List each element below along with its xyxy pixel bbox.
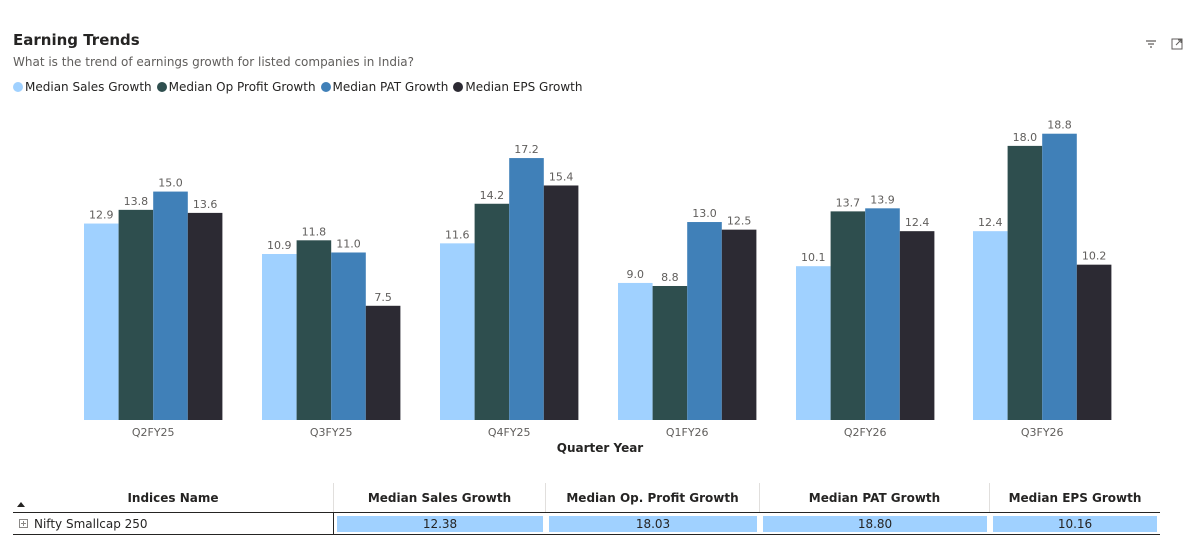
bar[interactable] — [84, 223, 119, 420]
table-header-row: Indices Name Median Sales Growth Median … — [13, 483, 1160, 513]
pat-growth-cell: 18.80 — [760, 513, 990, 534]
bar[interactable] — [973, 231, 1008, 420]
x-tick-label: Q3FY25 — [310, 426, 353, 439]
chart-subtitle: What is the trend of earnings growth for… — [13, 55, 414, 69]
op-profit-growth-cell: 18.03 — [546, 513, 760, 534]
data-label: 13.9 — [870, 193, 895, 206]
column-header-pat-growth[interactable]: Median PAT Growth — [760, 483, 990, 512]
bar[interactable] — [509, 158, 544, 421]
x-tick-label: Q3FY26 — [1021, 426, 1064, 439]
column-header-op-profit-growth[interactable]: Median Op. Profit Growth — [546, 483, 760, 512]
table-row: Nifty Smallcap 250 12.38 18.03 18.80 10.… — [13, 513, 1160, 535]
chart-legend: Median Sales Growth Median Op Profit Grow… — [13, 80, 588, 94]
data-label: 13.8 — [124, 195, 149, 208]
sales-growth-value: 12.38 — [337, 515, 543, 532]
bar-chart: 12.9 13.8 15.0 13.6 Q2FY25 10.9 11.8 11.0 7.5 Q3F… — [84, 119, 1112, 439]
data-label: 14.2 — [480, 189, 505, 202]
data-label: 12.9 — [89, 209, 114, 222]
legend-item[interactable]: Median Op Profit Growth — [156, 80, 316, 94]
legend-label: Median PAT Growth — [332, 80, 449, 94]
op-profit-growth-value: 18.03 — [549, 515, 757, 532]
data-label: 15.4 — [549, 170, 574, 183]
index-name: Nifty Smallcap 250 — [34, 516, 148, 531]
legend-label: Median Op Profit Growth — [168, 80, 316, 94]
legend-label: Median EPS Growth — [465, 80, 583, 94]
legend-dot — [13, 82, 23, 92]
sales-growth-cell: 12.38 — [334, 513, 546, 534]
bar[interactable] — [153, 191, 188, 420]
column-header-sales-growth[interactable]: Median Sales Growth — [334, 483, 546, 512]
x-tick-label: Q1FY26 — [666, 426, 709, 439]
bar[interactable] — [1042, 133, 1077, 421]
data-label: 17.2 — [514, 143, 539, 156]
data-label: 8.8 — [661, 271, 679, 284]
x-tick-label: Q2FY26 — [844, 426, 887, 439]
bar[interactable] — [830, 211, 866, 420]
data-label: 12.4 — [905, 216, 930, 229]
data-label: 12.5 — [727, 215, 752, 228]
chart-title: Earning Trends — [13, 31, 140, 49]
bar[interactable] — [1076, 264, 1112, 420]
x-tick-label: Q4FY25 — [488, 426, 531, 439]
bar[interactable] — [331, 252, 366, 420]
bar[interactable] — [796, 266, 831, 420]
pat-growth-value: 18.80 — [763, 515, 987, 532]
bar[interactable] — [721, 229, 757, 420]
visual-toolbar — [1144, 36, 1184, 50]
x-axis-title: Quarter Year — [556, 441, 644, 455]
bar[interactable] — [365, 305, 401, 420]
eps-growth-value: 10.16 — [993, 515, 1157, 532]
bar[interactable] — [652, 285, 688, 420]
data-label: 18.8 — [1047, 119, 1072, 132]
bar[interactable] — [899, 231, 935, 420]
expand-icon[interactable] — [19, 519, 28, 528]
focus-mode-icon[interactable] — [1170, 36, 1184, 50]
legend-label: Median Sales Growth — [25, 80, 152, 94]
bar[interactable] — [1007, 145, 1043, 421]
bar[interactable] — [474, 203, 510, 420]
legend-item[interactable]: Median Sales Growth — [13, 80, 152, 94]
bar[interactable] — [118, 209, 154, 420]
legend-dot — [453, 82, 464, 92]
legend-item[interactable]: Median EPS Growth — [453, 80, 583, 94]
data-label: 12.4 — [978, 216, 1003, 229]
eps-growth-cell: 10.16 — [990, 513, 1160, 534]
data-label: 9.0 — [627, 268, 645, 281]
bar[interactable] — [187, 212, 223, 420]
data-label: 10.9 — [267, 239, 292, 252]
legend-dot — [320, 82, 331, 92]
bar[interactable] — [296, 240, 332, 420]
data-table: Indices Name Median Sales Growth Median … — [13, 483, 1160, 535]
bar[interactable] — [543, 185, 579, 420]
data-label: 11.0 — [336, 237, 361, 250]
data-label: 11.8 — [302, 225, 327, 238]
data-label: 10.1 — [801, 251, 826, 264]
filter-icon[interactable] — [1144, 36, 1158, 50]
column-header-indices-name[interactable]: Indices Name — [13, 483, 334, 512]
bar[interactable] — [440, 243, 475, 420]
bar[interactable] — [262, 254, 297, 420]
sort-ascending-icon[interactable] — [17, 502, 25, 507]
data-label: 18.0 — [1013, 131, 1038, 144]
bar[interactable] — [687, 222, 722, 420]
data-label: 13.0 — [692, 207, 717, 220]
column-header-eps-growth[interactable]: Median EPS Growth — [1008, 490, 1142, 505]
data-label: 10.2 — [1082, 250, 1107, 263]
index-name-cell: Nifty Smallcap 250 — [13, 513, 334, 534]
data-label: 13.6 — [193, 198, 218, 211]
data-label: 13.7 — [836, 196, 861, 209]
bar[interactable] — [618, 282, 653, 420]
bar[interactable] — [865, 208, 900, 420]
data-label: 7.5 — [374, 291, 392, 304]
data-label: 15.0 — [158, 177, 183, 190]
legend-item[interactable]: Median PAT Growth — [320, 80, 449, 94]
data-label: 11.6 — [445, 228, 470, 241]
x-tick-label: Q2FY25 — [132, 426, 175, 439]
legend-dot — [156, 82, 167, 92]
